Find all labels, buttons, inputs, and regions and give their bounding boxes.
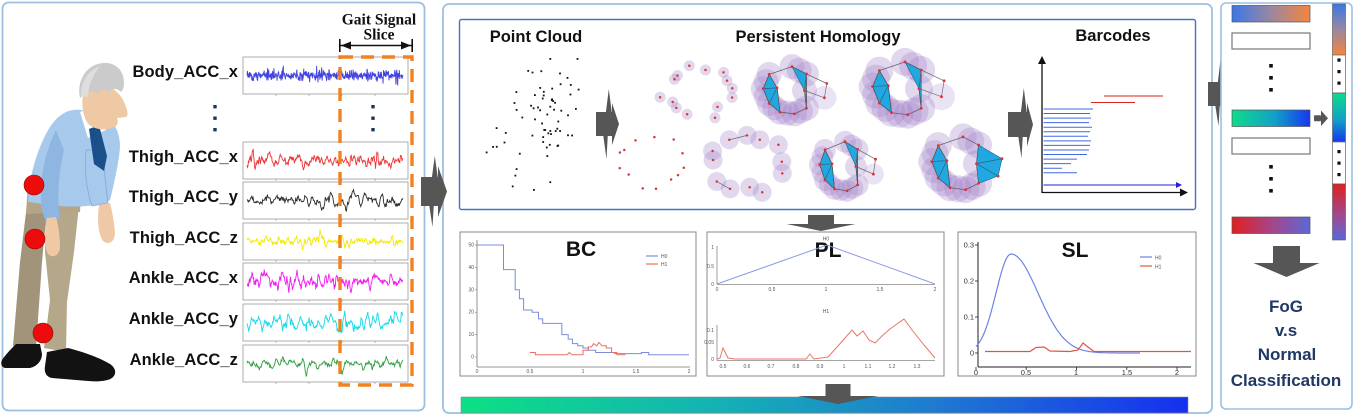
svg-text:Ankle_ACC_y: Ankle_ACC_y [129, 310, 239, 328]
svg-text:2: 2 [688, 369, 691, 375]
svg-text:20: 20 [468, 310, 474, 316]
svg-text:0.3: 0.3 [964, 241, 974, 250]
svg-text:0: 0 [476, 369, 479, 375]
svg-text:1: 1 [582, 369, 585, 375]
svg-text:1: 1 [843, 364, 846, 370]
svg-text:BC: BC [566, 238, 596, 261]
svg-text:Ankle_ACC_z: Ankle_ACC_z [130, 351, 238, 369]
svg-text:Thigh_ACC_y: Thigh_ACC_y [129, 188, 239, 206]
svg-text:2: 2 [934, 287, 937, 293]
svg-text:1: 1 [825, 287, 828, 293]
svg-text:0.5: 0.5 [1021, 368, 1031, 377]
svg-text:Persistent Homology: Persistent Homology [735, 28, 901, 46]
svg-text:0: 0 [471, 355, 474, 361]
svg-text:Thigh_ACC_z: Thigh_ACC_z [130, 229, 238, 247]
svg-text:1.5: 1.5 [633, 369, 640, 375]
svg-text:H0: H0 [823, 237, 830, 243]
svg-text:40: 40 [468, 265, 474, 271]
svg-text:10: 10 [468, 332, 474, 338]
svg-text:Point Cloud: Point Cloud [490, 28, 583, 46]
svg-text:Barcodes: Barcodes [1075, 27, 1150, 45]
svg-text:1: 1 [1074, 368, 1078, 377]
svg-text:1.3: 1.3 [914, 364, 921, 370]
svg-text:0.9: 0.9 [817, 364, 824, 370]
svg-text:1.5: 1.5 [1122, 368, 1132, 377]
svg-text:H0: H0 [661, 254, 668, 260]
svg-text:Body_ACC_x: Body_ACC_x [132, 63, 238, 81]
svg-text:0.7: 0.7 [768, 364, 775, 370]
svg-text:0: 0 [711, 282, 714, 288]
svg-text:0.8: 0.8 [793, 364, 800, 370]
svg-text:Classification: Classification [1231, 371, 1342, 390]
svg-text:0.5: 0.5 [707, 264, 714, 270]
svg-text:H0: H0 [1155, 256, 1162, 262]
svg-text:30: 30 [468, 287, 474, 293]
svg-text:Normal: Normal [1258, 345, 1317, 364]
svg-text:1.5: 1.5 [877, 287, 884, 293]
svg-text:0: 0 [711, 357, 714, 363]
svg-text:0.5: 0.5 [769, 287, 776, 293]
svg-text:PL: PL [815, 239, 842, 262]
svg-text:0.1: 0.1 [964, 313, 974, 322]
svg-text:Thigh_ACC_x: Thigh_ACC_x [129, 148, 239, 166]
svg-text:0: 0 [716, 287, 719, 293]
svg-text:H1: H1 [661, 262, 668, 268]
svg-text:1.2: 1.2 [889, 364, 896, 370]
svg-text:0.6: 0.6 [744, 364, 751, 370]
svg-text:0.05: 0.05 [704, 340, 714, 346]
svg-text:0: 0 [970, 349, 974, 358]
svg-text:1.1: 1.1 [865, 364, 872, 370]
svg-text:FoG: FoG [1269, 297, 1303, 316]
svg-text:0.5: 0.5 [720, 364, 727, 370]
svg-text:H1: H1 [1155, 265, 1162, 271]
svg-text:1: 1 [711, 245, 714, 251]
svg-text:50: 50 [468, 243, 474, 249]
svg-text:2: 2 [1175, 368, 1179, 377]
svg-text:0.5: 0.5 [527, 369, 534, 375]
svg-text:0: 0 [974, 368, 978, 377]
svg-text:0.2: 0.2 [964, 277, 974, 286]
svg-text:H1: H1 [823, 309, 830, 315]
svg-text:Slice: Slice [364, 27, 395, 44]
svg-text:v.s: v.s [1275, 321, 1297, 340]
svg-text:Gait Signal: Gait Signal [342, 12, 417, 29]
svg-text:Ankle_ACC_x: Ankle_ACC_x [129, 269, 239, 287]
svg-text:SL: SL [1062, 239, 1089, 262]
svg-text:0.1: 0.1 [707, 328, 714, 334]
